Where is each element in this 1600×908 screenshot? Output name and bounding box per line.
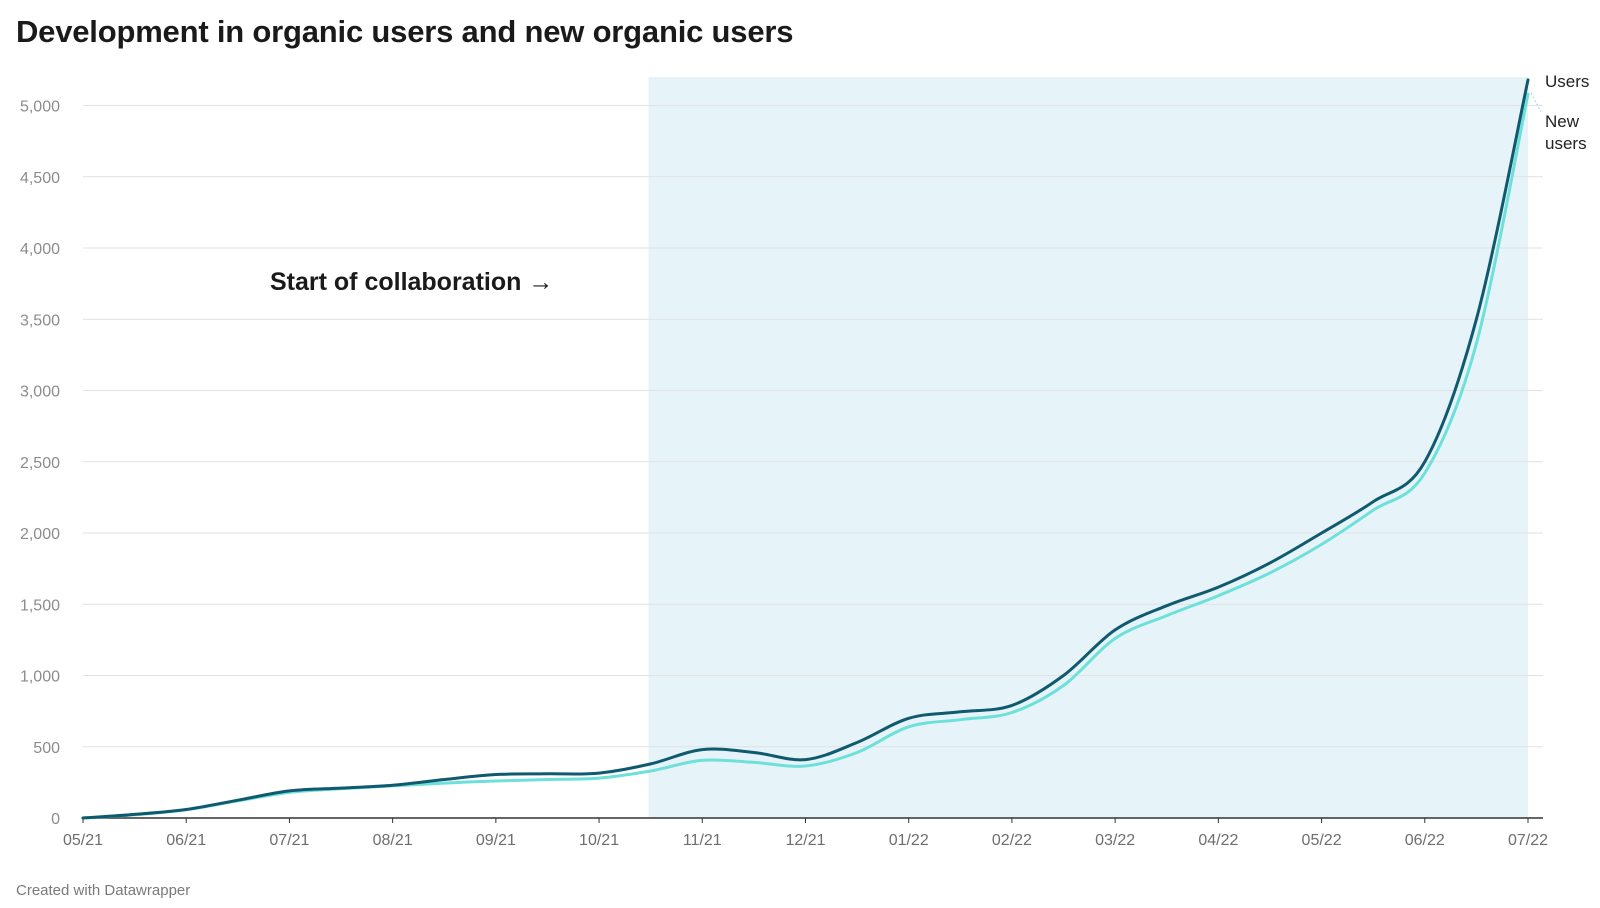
y-tick-label: 0	[51, 811, 60, 828]
x-tick-label: 06/21	[166, 832, 206, 849]
x-tick-label: 09/21	[476, 832, 516, 849]
y-tick-label: 500	[33, 740, 60, 757]
x-tick-label: 05/22	[1302, 832, 1342, 849]
gridlines	[83, 105, 1543, 819]
y-tick-label: 2,000	[20, 526, 60, 543]
annotation-start-of-collaboration: Start of collaboration →	[270, 268, 553, 296]
x-axis-ticks: 05/21 06/21 07/21 08/21 09/21 10/21 11/21 12/21…	[63, 818, 1548, 849]
y-tick-label: 1,000	[20, 669, 60, 686]
y-tick-label: 2,500	[20, 455, 60, 472]
series-label-new-users: New users	[1545, 112, 1587, 153]
chart-title: Development in organic users and new org…	[16, 14, 794, 49]
x-tick-label: 12/21	[785, 832, 825, 849]
y-tick-label: 3,000	[20, 384, 60, 401]
highlight-band-layer	[648, 77, 1528, 818]
users-series-line	[81, 78, 1530, 820]
x-tick-label: 06/22	[1405, 832, 1445, 849]
y-tick-label: 4,000	[20, 241, 60, 258]
series-labels: Users New users	[1530, 72, 1589, 153]
x-tick-label: 10/21	[579, 832, 619, 849]
x-tick-label: 02/22	[992, 832, 1032, 849]
y-tick-label: 4,500	[20, 170, 60, 187]
y-tick-label: 5,000	[20, 99, 60, 116]
credit-footer: Created with Datawrapper	[16, 882, 191, 899]
x-tick-label: 01/22	[889, 832, 929, 849]
x-tick-label: 11/21	[683, 832, 722, 849]
series-lines	[81, 78, 1530, 820]
x-tick-label: 07/22	[1508, 832, 1548, 849]
y-tick-label: 3,500	[20, 312, 60, 329]
new-users-label-connector	[1530, 92, 1542, 113]
x-tick-label: 07/21	[269, 832, 309, 849]
x-tick-label: 03/22	[1095, 832, 1135, 849]
x-tick-label: 04/22	[1198, 832, 1238, 849]
x-tick-label: 08/21	[373, 832, 413, 849]
y-tick-label: 1,500	[20, 597, 60, 614]
collaboration-highlight-band	[648, 77, 1528, 818]
y-axis-ticks: 0 500 1,000 1,500 2,000 2,500 3,000 3,500 4,000 4…	[20, 99, 60, 829]
x-tick-label: 05/21	[63, 832, 103, 849]
series-label-users: Users	[1545, 72, 1589, 91]
